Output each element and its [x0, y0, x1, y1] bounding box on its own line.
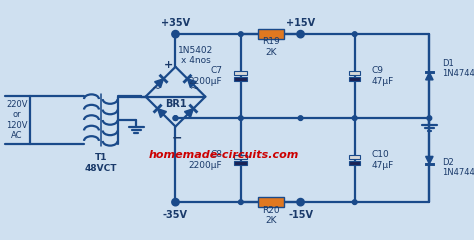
- Circle shape: [298, 200, 303, 204]
- Circle shape: [173, 116, 178, 120]
- Text: +15V: +15V: [286, 18, 315, 28]
- FancyBboxPatch shape: [234, 72, 247, 75]
- Circle shape: [352, 32, 357, 36]
- FancyBboxPatch shape: [349, 156, 360, 159]
- Text: R20
2K: R20 2K: [262, 205, 280, 225]
- FancyBboxPatch shape: [234, 77, 247, 81]
- Text: BR1: BR1: [164, 99, 186, 109]
- Circle shape: [238, 116, 243, 120]
- Text: +: +: [164, 60, 173, 70]
- Text: C10
47μF: C10 47μF: [372, 150, 394, 170]
- Text: T1
48VCT: T1 48VCT: [84, 153, 117, 173]
- Polygon shape: [426, 72, 433, 80]
- Text: C7
2200μF: C7 2200μF: [189, 66, 222, 86]
- Text: -15V: -15V: [288, 210, 313, 220]
- FancyBboxPatch shape: [258, 198, 284, 207]
- Circle shape: [238, 200, 243, 204]
- Polygon shape: [184, 109, 193, 118]
- Text: homemade-circuits.com: homemade-circuits.com: [149, 150, 299, 161]
- Text: C8
2200μF: C8 2200μF: [189, 150, 222, 170]
- FancyBboxPatch shape: [349, 161, 360, 165]
- Circle shape: [298, 116, 303, 120]
- Circle shape: [298, 32, 303, 36]
- Text: +35V: +35V: [161, 18, 190, 28]
- Circle shape: [173, 116, 178, 120]
- Text: ~: ~: [190, 84, 199, 94]
- Text: D2
1N4744: D2 1N4744: [442, 158, 474, 177]
- Circle shape: [238, 32, 243, 36]
- Text: ~: ~: [152, 84, 162, 94]
- Circle shape: [352, 116, 357, 120]
- Circle shape: [173, 32, 178, 36]
- FancyBboxPatch shape: [234, 156, 247, 159]
- Text: 220V
or
120V
AC: 220V or 120V AC: [6, 100, 27, 140]
- FancyBboxPatch shape: [234, 161, 247, 165]
- Polygon shape: [187, 79, 196, 88]
- Circle shape: [352, 200, 357, 204]
- Text: -35V: -35V: [163, 210, 188, 220]
- Text: C9
47μF: C9 47μF: [372, 66, 394, 86]
- Text: −: −: [172, 131, 182, 144]
- Polygon shape: [157, 109, 166, 118]
- Text: R19
2K: R19 2K: [262, 37, 280, 57]
- Circle shape: [173, 200, 178, 204]
- Circle shape: [427, 116, 432, 120]
- FancyBboxPatch shape: [349, 72, 360, 75]
- Text: D1
1N4744: D1 1N4744: [442, 59, 474, 78]
- Polygon shape: [426, 156, 433, 164]
- FancyBboxPatch shape: [258, 30, 284, 39]
- Polygon shape: [155, 79, 164, 88]
- Text: 1N5402
x 4nos: 1N5402 x 4nos: [178, 46, 214, 65]
- FancyBboxPatch shape: [349, 77, 360, 81]
